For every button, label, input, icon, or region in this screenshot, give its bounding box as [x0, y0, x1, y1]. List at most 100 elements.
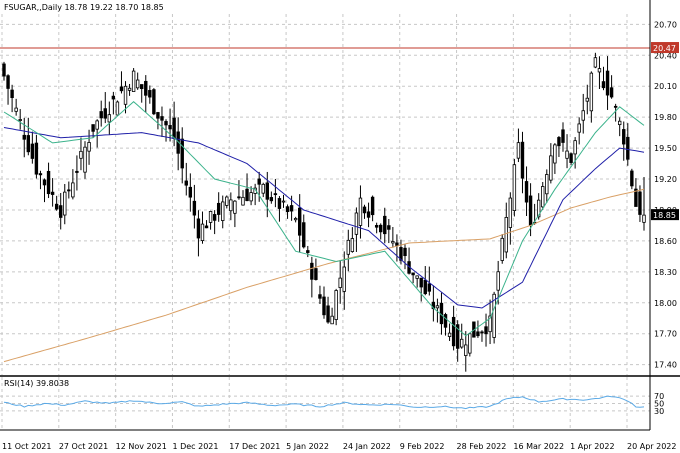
candle-body — [277, 198, 282, 209]
candle-body — [630, 170, 634, 187]
candle-body — [6, 75, 10, 89]
candle-body — [609, 87, 614, 98]
candle-body — [127, 87, 132, 91]
candle-body — [148, 90, 152, 98]
candle-body — [500, 237, 504, 261]
candle-body — [79, 150, 83, 159]
candle-body — [443, 314, 448, 328]
price-tick-label: 20.40 — [654, 51, 677, 60]
candle-body — [553, 144, 557, 164]
candle-body — [536, 199, 541, 218]
rsi-tick-label: 50 — [654, 400, 664, 409]
date-tick-label: 5 Jan 2022 — [286, 442, 329, 451]
candle-body — [528, 195, 533, 226]
candle-body — [302, 222, 306, 248]
candle-body — [427, 283, 432, 292]
candle-body — [273, 193, 278, 196]
candle-body — [119, 86, 124, 92]
candle-body — [164, 121, 168, 126]
candle-body — [577, 123, 581, 133]
candle-body — [589, 72, 594, 112]
candle-body — [545, 174, 549, 195]
candle-body — [395, 242, 399, 246]
candle-body — [423, 279, 427, 295]
candle-body — [63, 191, 67, 216]
candle-body — [642, 214, 646, 223]
candle-body — [480, 331, 484, 334]
candle-body — [135, 79, 140, 89]
candle-body — [557, 137, 561, 147]
candle-body — [508, 197, 513, 228]
candle-body — [293, 218, 298, 221]
candle-body — [561, 129, 565, 143]
candle-body — [50, 191, 55, 195]
candle-body — [634, 188, 638, 207]
candle-body — [638, 191, 642, 215]
candle-body — [593, 57, 598, 68]
candle-body — [245, 188, 249, 202]
candle-body — [411, 272, 415, 276]
candle-body — [451, 316, 456, 347]
last-price-label: 18.85 — [653, 211, 676, 220]
candle-body — [613, 105, 618, 108]
candle-body — [168, 125, 172, 130]
ma-mid-line — [3, 127, 645, 309]
date-tick-label: 17 Dec 2021 — [229, 442, 280, 451]
candle-body — [91, 124, 95, 132]
candle-body — [140, 84, 144, 90]
date-tick-label: 1 Dec 2021 — [172, 442, 218, 451]
candle-body — [565, 150, 569, 159]
date-tick-label: 11 Oct 2021 — [2, 442, 51, 451]
candle-body — [10, 89, 14, 99]
candle-body — [2, 63, 6, 77]
rsi-header: RSI(14) 39.8038 — [4, 379, 69, 388]
candle-body — [212, 214, 217, 221]
candle-body — [54, 203, 59, 210]
candle-body — [605, 70, 610, 96]
date-tick-label: 20 Apr 2022 — [627, 442, 676, 451]
price-tick-label: 17.40 — [654, 361, 677, 370]
candle-body — [370, 196, 375, 216]
candle-body — [131, 70, 136, 92]
candle-body — [362, 206, 367, 214]
candle-body — [160, 116, 164, 121]
price-tick-label: 18.30 — [654, 268, 677, 277]
price-tick-label: 19.50 — [654, 144, 677, 153]
date-tick-label: 24 Jan 2022 — [343, 442, 391, 451]
candle-body — [435, 305, 440, 309]
candle-body — [383, 215, 387, 235]
candle-body — [512, 164, 517, 212]
candle-body — [229, 199, 233, 212]
candle-body — [233, 200, 237, 214]
candle-body — [403, 247, 407, 257]
candle-body — [366, 211, 371, 218]
candle-body — [447, 332, 452, 337]
candle-body — [172, 117, 176, 139]
candle-body — [38, 173, 43, 176]
candle-body — [269, 197, 274, 202]
rsi-tick-label: 70 — [654, 392, 664, 401]
date-tick-label: 28 Feb 2022 — [457, 442, 507, 451]
candle-body — [184, 180, 188, 186]
candle-body — [59, 205, 63, 218]
candle-body — [18, 119, 22, 121]
date-tick-label: 16 Mar 2022 — [513, 442, 564, 451]
candle-body — [496, 271, 500, 291]
candle-body — [524, 181, 529, 203]
candle-body — [573, 140, 577, 155]
candle-body — [310, 262, 314, 280]
candle-body — [488, 315, 492, 333]
candle-body — [476, 331, 480, 337]
candle-body — [569, 153, 573, 163]
candle-body — [87, 142, 91, 152]
candle-body — [196, 218, 201, 239]
candle-body — [626, 136, 630, 160]
candle-body — [123, 85, 128, 105]
candle-body — [330, 315, 334, 325]
candle-body — [225, 196, 229, 206]
candle-body — [111, 95, 116, 100]
candle-body — [261, 183, 265, 194]
candle-body — [152, 89, 156, 115]
candle-body — [46, 170, 51, 195]
